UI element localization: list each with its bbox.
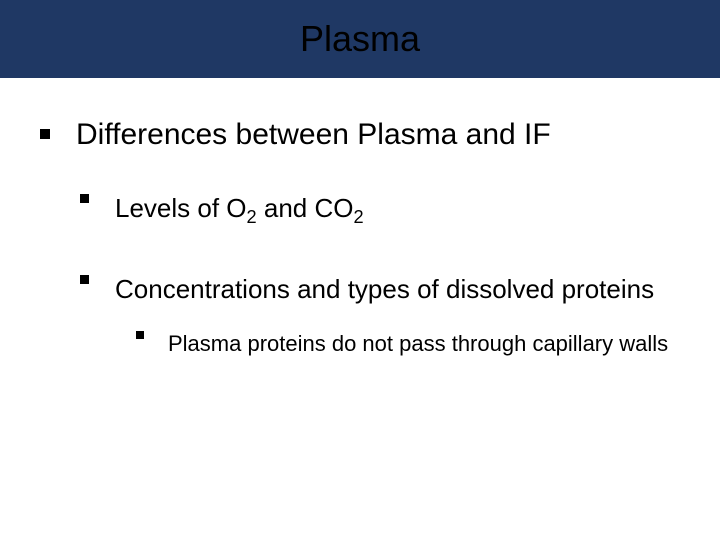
heading-text: Differences between Plasma and IF (76, 116, 551, 154)
square-bullet-icon (136, 331, 144, 339)
subscript: 2 (247, 207, 257, 227)
bullet-level3: Plasma proteins do not pass through capi… (136, 321, 680, 367)
square-bullet-icon (40, 129, 50, 139)
square-bullet-icon (80, 194, 89, 203)
bullet-level2: Concentrations and types of dissolved pr… (80, 263, 680, 315)
text-part: and CO (257, 193, 354, 223)
subscript: 2 (353, 207, 363, 227)
square-bullet-icon (80, 275, 89, 284)
sub-item-2: Concentrations and types of dissolved pr… (115, 263, 654, 315)
text-part: Levels of O (115, 193, 247, 223)
bullet-level1: Differences between Plasma and IF (40, 116, 680, 154)
bullet-level2: Levels of O2 and CO2 (80, 182, 680, 236)
title-bar: Plasma (0, 0, 720, 78)
slide-content: Differences between Plasma and IF Levels… (0, 78, 720, 367)
slide-title: Plasma (300, 18, 420, 60)
sub-sub-item: Plasma proteins do not pass through capi… (168, 321, 668, 367)
sub-item-1: Levels of O2 and CO2 (115, 182, 364, 236)
